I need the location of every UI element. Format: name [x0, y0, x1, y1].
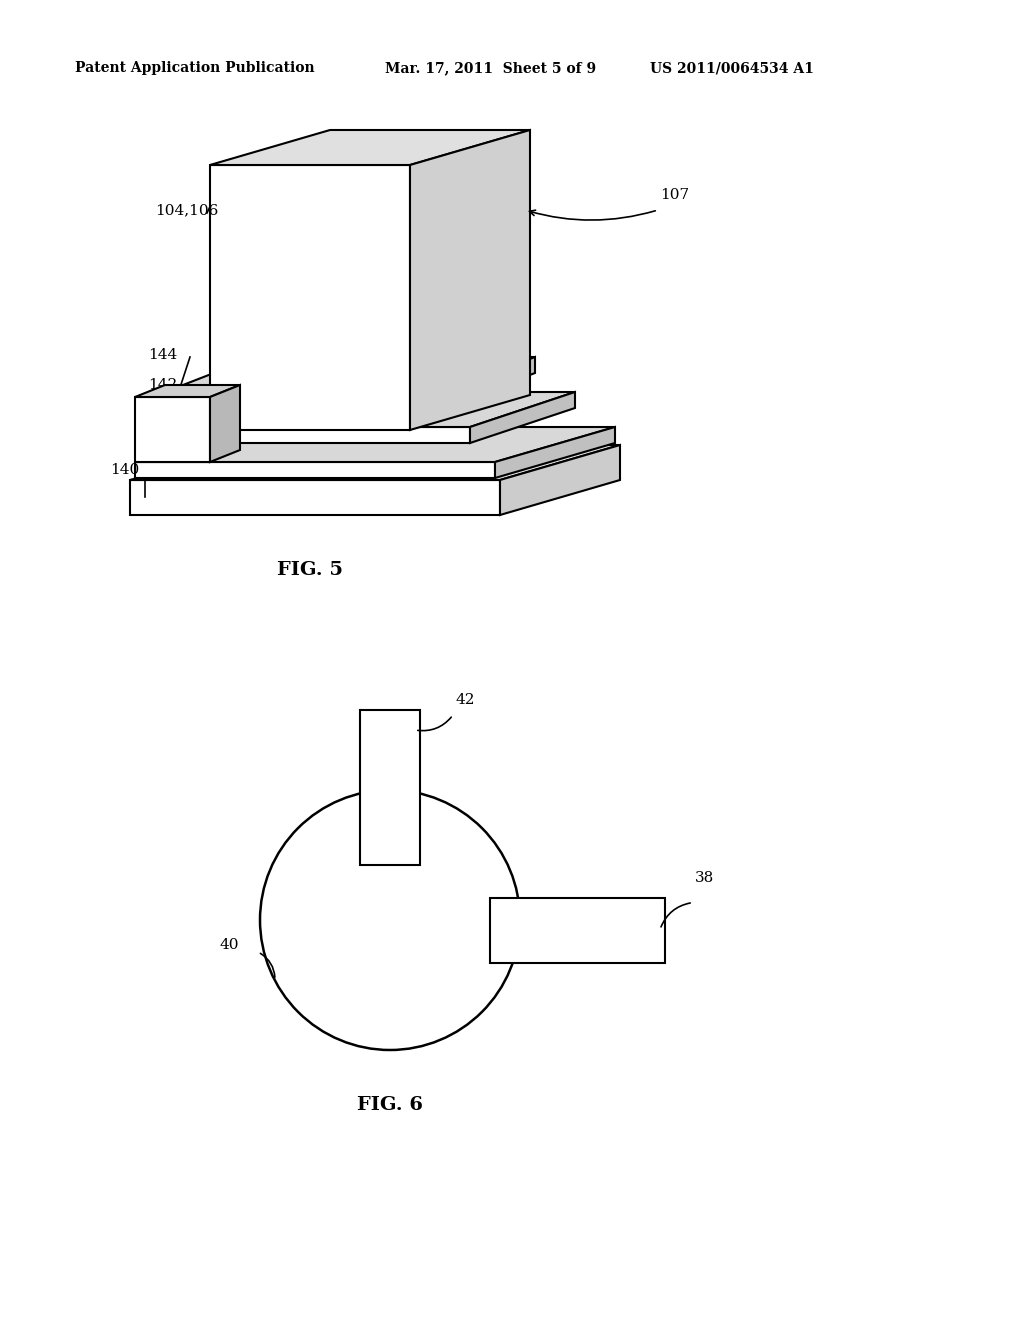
Text: 42: 42 — [455, 693, 474, 708]
Polygon shape — [150, 392, 575, 426]
Polygon shape — [410, 129, 530, 430]
Text: 107: 107 — [660, 187, 689, 202]
Text: Patent Application Publication: Patent Application Publication — [75, 61, 314, 75]
Polygon shape — [500, 445, 620, 515]
Polygon shape — [360, 710, 420, 865]
Polygon shape — [210, 385, 240, 462]
Polygon shape — [135, 397, 210, 462]
Text: FIG. 6: FIG. 6 — [357, 1096, 423, 1114]
Polygon shape — [495, 426, 615, 478]
Circle shape — [260, 789, 520, 1049]
Polygon shape — [135, 385, 240, 397]
Polygon shape — [490, 898, 665, 962]
Text: FIG. 5: FIG. 5 — [278, 561, 343, 579]
Polygon shape — [210, 165, 410, 430]
Polygon shape — [135, 462, 495, 478]
Polygon shape — [165, 392, 445, 408]
Polygon shape — [445, 356, 535, 408]
Polygon shape — [130, 480, 500, 515]
Text: 140: 140 — [110, 463, 139, 477]
Text: Mar. 17, 2011  Sheet 5 of 9: Mar. 17, 2011 Sheet 5 of 9 — [385, 61, 596, 75]
Text: 38: 38 — [695, 870, 715, 884]
Polygon shape — [470, 392, 575, 444]
Text: 104,106: 104,106 — [155, 203, 218, 216]
Text: 142: 142 — [148, 378, 177, 392]
Polygon shape — [135, 426, 615, 462]
Text: 144: 144 — [148, 348, 177, 362]
Polygon shape — [130, 445, 620, 480]
Polygon shape — [165, 356, 535, 392]
Polygon shape — [150, 426, 470, 444]
Text: US 2011/0064534 A1: US 2011/0064534 A1 — [650, 61, 814, 75]
Text: 40: 40 — [220, 939, 240, 952]
Polygon shape — [210, 129, 530, 165]
